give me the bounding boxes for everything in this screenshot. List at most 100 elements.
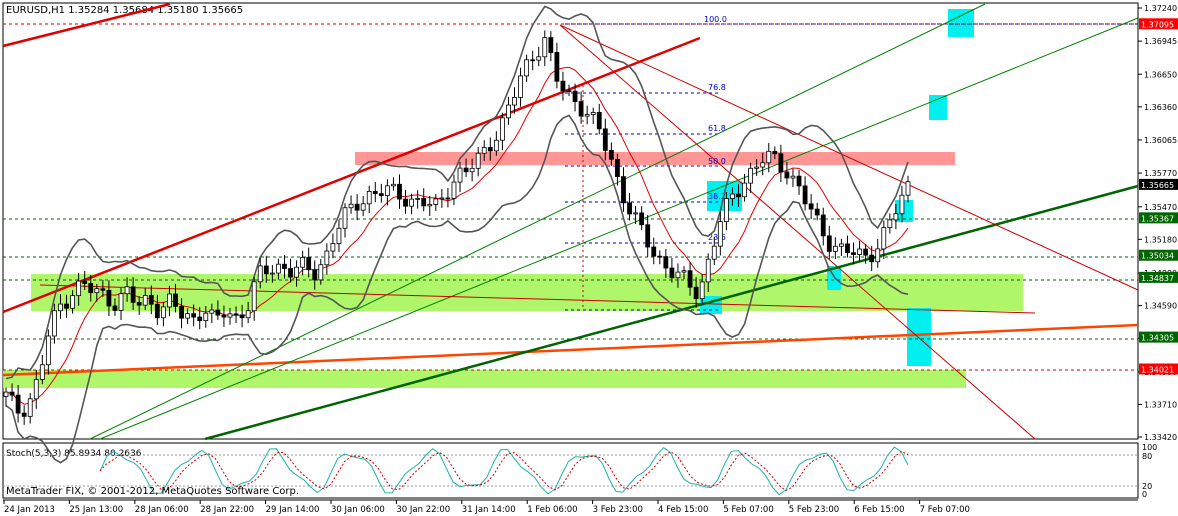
level-tag — [1139, 249, 1178, 261]
trend-line — [89, 3, 986, 440]
candle-body — [554, 52, 560, 82]
candle-body — [905, 181, 911, 196]
price-tick: 1.36650 — [1144, 70, 1177, 79]
candle-body — [439, 197, 445, 200]
time-label: 7 Feb 07:00 — [920, 505, 970, 515]
cyan-marker — [907, 308, 931, 366]
candle-body — [657, 255, 663, 258]
candle-body — [766, 150, 772, 164]
candle-body — [893, 213, 899, 221]
candle-body — [251, 281, 257, 312]
stoch-panel-frame — [2, 442, 1139, 499]
candle-body — [282, 263, 287, 269]
level-tag-text: 1.37095 — [1141, 20, 1174, 29]
candle-body — [717, 221, 723, 247]
candle-body — [772, 150, 778, 155]
candle-body — [687, 270, 693, 288]
candle-body — [463, 167, 469, 173]
candle-body — [845, 243, 850, 254]
candle-body — [324, 250, 330, 266]
candle-body — [615, 158, 620, 177]
candle-body — [366, 191, 372, 205]
candle-body — [857, 248, 862, 255]
candle-body — [342, 207, 348, 229]
trend-line — [559, 24, 1036, 440]
price-tick: 1.35770 — [1144, 169, 1177, 178]
time-label: 30 Jan 06:00 — [331, 505, 385, 515]
candle-body — [820, 214, 826, 237]
price-tick: 1.34590 — [1144, 302, 1177, 311]
candle-body — [863, 248, 869, 256]
time-label: 31 Jan 14:00 — [462, 505, 516, 515]
candle-body — [221, 314, 227, 318]
trend-lines — [2, 2, 1139, 441]
candle-body — [469, 167, 475, 173]
candle-body — [881, 227, 887, 250]
level-tag — [1139, 271, 1178, 283]
candle-body — [651, 246, 657, 257]
candle-body — [578, 101, 584, 117]
time-label: 4 Feb 15:00 — [658, 505, 708, 515]
time-label: 5 Feb 07:00 — [723, 505, 773, 515]
candle-body — [754, 166, 760, 169]
candle-body — [148, 295, 154, 305]
candle-body — [814, 208, 820, 216]
candle-body — [233, 313, 239, 316]
candle-body — [409, 198, 414, 207]
candle-body — [209, 309, 215, 314]
time-label: 1 Feb 06:00 — [527, 505, 577, 515]
candle-body — [784, 171, 790, 179]
candle-body — [839, 243, 844, 247]
time-labels: 24 Jan 2013 25 Jan 13:00 28 Jan 06:00 28 Ja… — [3, 500, 970, 515]
candle-body — [263, 265, 269, 275]
bollinger-bands — [5, 5, 909, 464]
candle-body — [584, 114, 590, 117]
candle-body — [506, 104, 511, 119]
trend-line — [559, 24, 1139, 291]
candle-body — [475, 152, 481, 169]
candle-body — [191, 313, 197, 318]
candle-body — [306, 257, 312, 271]
chart-title: EURUSD,H1 1.35284 1.35684 1.35180 1.3566… — [6, 5, 243, 16]
candle-body — [245, 310, 251, 319]
stoch-scale: 100 80 20 0 — [1142, 443, 1157, 499]
candle-body — [590, 112, 596, 116]
price-tick: 1.35180 — [1144, 235, 1177, 244]
level-tag — [1139, 178, 1178, 190]
stoch-tick: 80 — [1142, 452, 1152, 461]
level-tag — [1139, 18, 1178, 30]
candle-body — [58, 303, 63, 312]
candle-body — [21, 412, 27, 417]
candle-body — [699, 281, 705, 300]
time-label: 30 Jan 22:00 — [396, 505, 450, 515]
candle-body — [778, 153, 784, 173]
price-tick: 1.33420 — [1144, 433, 1177, 442]
candle-body — [384, 185, 390, 196]
time-label: 24 Jan 2013 — [4, 505, 55, 515]
candle-body — [130, 286, 136, 303]
candle-body — [330, 243, 336, 252]
candle-body — [487, 147, 493, 152]
stoch-tick: 20 — [1142, 482, 1152, 491]
stoch-label: Stoch(5,3,3) 85.8934 80.2636 — [6, 449, 142, 459]
candle-body — [378, 193, 384, 196]
candle-body — [730, 193, 735, 199]
candle-body — [124, 286, 130, 295]
fib-label: 100.0 — [704, 15, 727, 24]
candle-body — [748, 167, 754, 184]
candle-body — [790, 175, 796, 179]
candle-body — [869, 254, 875, 263]
fib-label: 38.2 — [708, 192, 726, 201]
candle-body — [602, 128, 608, 151]
candle-body — [227, 313, 233, 318]
candle-body — [832, 245, 838, 252]
candle-body — [826, 235, 832, 252]
candle-body — [173, 293, 178, 307]
candle-body — [736, 193, 741, 198]
candle-body — [372, 191, 378, 195]
level-tag-text: 1.34305 — [1141, 334, 1174, 343]
fibonacci-levels — [565, 23, 1138, 311]
candle-body — [318, 264, 324, 281]
